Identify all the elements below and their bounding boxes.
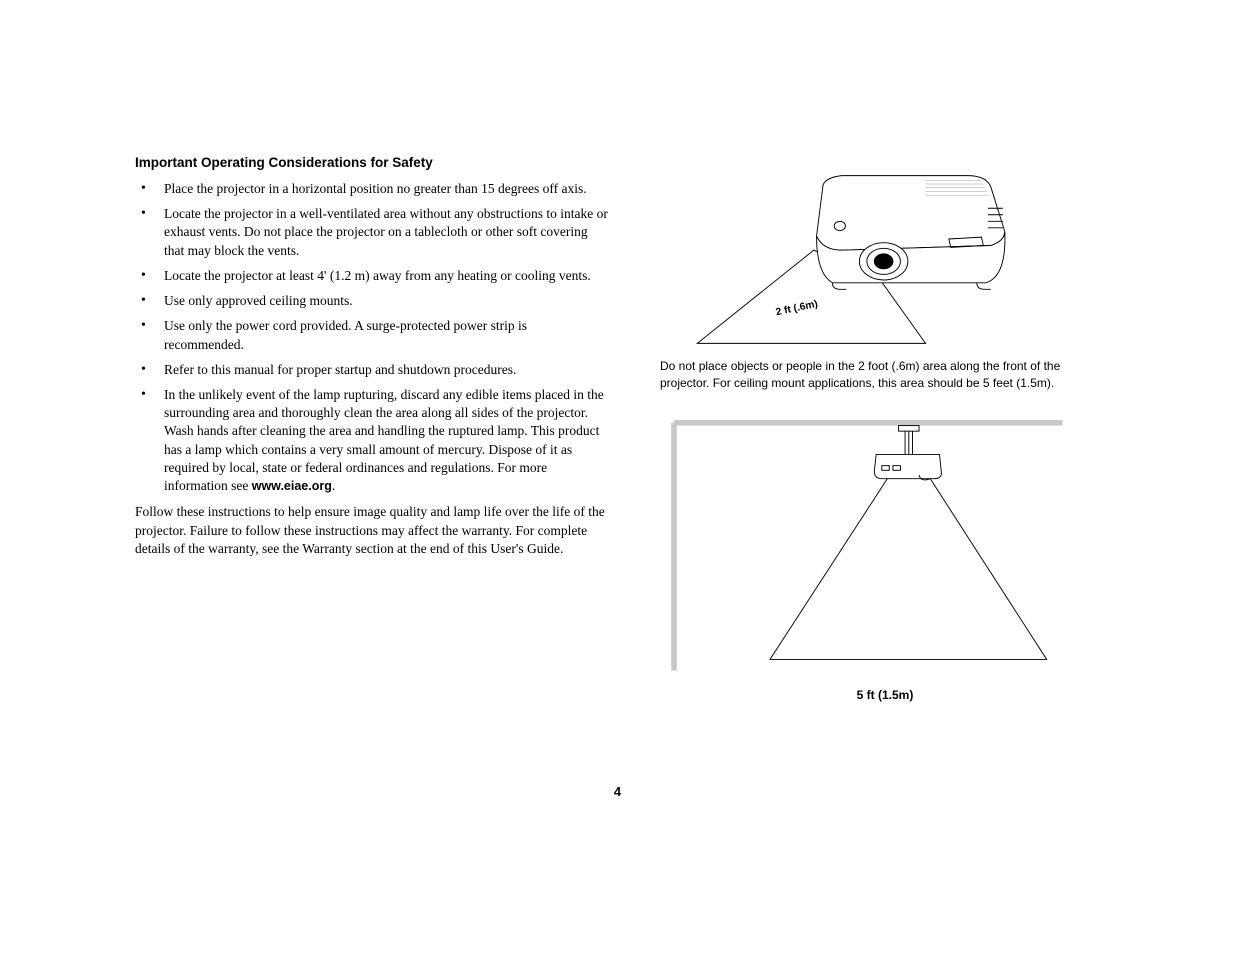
figure-projector-clearance: 2 ft (.6m)	[660, 155, 1110, 350]
bullet-list: Place the projector in a horizontal posi…	[135, 180, 610, 495]
figure-ceiling-mount: 5 ft (1.5m)	[660, 417, 1110, 702]
follow-paragraph: Follow these instructions to help ensure…	[135, 503, 610, 558]
figure2-label: 5 ft (1.5m)	[660, 688, 1110, 702]
figure1-caption: Do not place objects or people in the 2 …	[660, 358, 1110, 392]
two-column-layout: Important Operating Considerations for S…	[135, 155, 1145, 710]
bullet-item: Locate the projector in a well-ventilate…	[135, 205, 610, 260]
clearance-label: 2 ft (.6m)	[775, 299, 819, 319]
link-text: www.eiae.org	[252, 479, 332, 493]
page-number: 4	[0, 784, 1235, 799]
section-heading: Important Operating Considerations for S…	[135, 155, 610, 170]
bullet-text: In the unlikely event of the lamp ruptur…	[164, 387, 604, 493]
bullet-item: Use only the power cord provided. A surg…	[135, 317, 610, 353]
bullet-item: Locate the projector at least 4' (1.2 m)…	[135, 267, 610, 285]
projector-svg: 2 ft (.6m)	[660, 155, 1070, 350]
bullet-item: In the unlikely event of the lamp ruptur…	[135, 386, 610, 495]
ceiling-svg	[660, 417, 1070, 682]
bullet-item: Place the projector in a horizontal posi…	[135, 180, 610, 198]
bullet-suffix: .	[332, 478, 335, 493]
bullet-item: Use only approved ceiling mounts.	[135, 292, 610, 310]
bullet-item: Refer to this manual for proper startup …	[135, 361, 610, 379]
right-column: 2 ft (.6m) Do not place objects or peopl…	[660, 155, 1110, 710]
document-page: Important Operating Considerations for S…	[0, 0, 1235, 954]
left-column: Important Operating Considerations for S…	[135, 155, 610, 710]
